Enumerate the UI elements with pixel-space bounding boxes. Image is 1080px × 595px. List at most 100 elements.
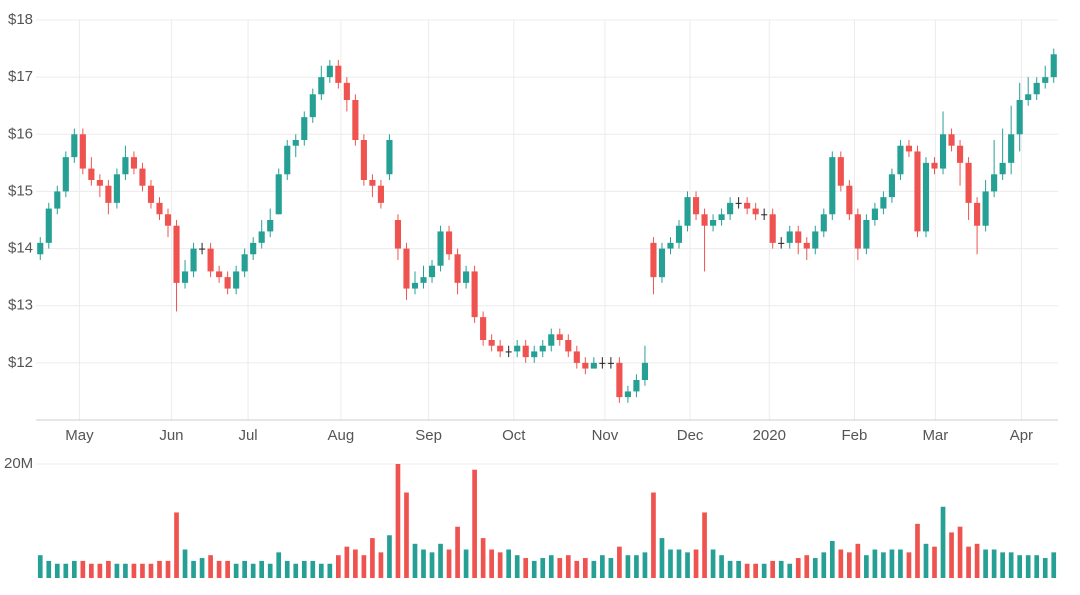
volume-bar xyxy=(719,555,724,578)
candle-body xyxy=(641,362,649,380)
volume-bar xyxy=(915,523,920,578)
volume-bar xyxy=(787,563,793,578)
volume-bar xyxy=(702,512,707,578)
candle-body xyxy=(505,351,512,353)
candle-body xyxy=(130,157,138,169)
volume-bar xyxy=(131,563,137,578)
candle-body xyxy=(190,248,197,272)
candle-body xyxy=(1050,54,1057,78)
volume-bar xyxy=(140,563,145,578)
candle-body xyxy=(79,134,86,169)
volume-bar xyxy=(80,560,86,578)
volume-bar xyxy=(97,563,103,578)
volume-bar xyxy=(974,543,980,578)
candle-body xyxy=(164,214,172,226)
volume-bar xyxy=(463,549,469,578)
candle-body xyxy=(386,140,393,175)
volume-bar xyxy=(864,555,869,578)
volume-bar xyxy=(267,563,273,578)
volume-bar xyxy=(89,563,94,578)
candle-body xyxy=(624,391,631,398)
volume-bar xyxy=(1042,558,1048,578)
volume-bar xyxy=(446,549,452,578)
candle-body xyxy=(514,345,521,352)
candle-body xyxy=(173,225,180,283)
volume-bar xyxy=(506,549,512,578)
candle-body xyxy=(258,231,265,243)
volume-bar xyxy=(949,532,954,578)
volume-bar xyxy=(387,535,392,578)
candle-body xyxy=(829,157,836,215)
candle-body xyxy=(974,202,981,226)
y-tick-label: 20M xyxy=(4,455,33,472)
volume-bar xyxy=(872,549,878,578)
candle-body xyxy=(181,271,189,283)
candle-body xyxy=(650,242,657,278)
candle-body xyxy=(71,134,78,158)
candle-body xyxy=(343,82,350,100)
volume-bar xyxy=(1008,552,1014,578)
volume-bar xyxy=(395,464,401,578)
volume-bar xyxy=(991,549,997,578)
candle-body xyxy=(377,185,384,203)
volume-bar xyxy=(898,549,903,578)
volume-bar xyxy=(208,555,213,578)
candle-body xyxy=(948,134,955,146)
candle-body xyxy=(675,225,683,243)
candle-body xyxy=(37,242,44,255)
volume-bar xyxy=(540,558,546,578)
volume-bar xyxy=(514,555,520,578)
candle-body xyxy=(454,254,461,283)
candle-body xyxy=(846,185,853,215)
candle-body xyxy=(88,168,95,180)
candle-body xyxy=(607,362,614,364)
volume-bar xyxy=(242,560,248,578)
candle-body xyxy=(488,340,495,346)
candle-body xyxy=(1025,94,1032,100)
candle-body xyxy=(420,277,427,283)
candle-body xyxy=(326,65,333,78)
candle-body xyxy=(735,202,742,204)
volume-bar xyxy=(429,552,435,578)
candle-body xyxy=(1033,82,1040,95)
volume-bar xyxy=(600,555,605,578)
volume-bar xyxy=(753,563,759,578)
volume-bar xyxy=(63,563,69,578)
volume-bar xyxy=(489,549,494,578)
volume-bar xyxy=(846,552,852,578)
candle-body xyxy=(54,191,61,209)
volume-bar xyxy=(812,558,818,578)
candle-body xyxy=(701,214,708,226)
candle-body xyxy=(871,208,878,220)
candle-body xyxy=(539,345,546,352)
candle-body xyxy=(284,145,291,175)
x-tick-label: Feb xyxy=(842,427,868,444)
y-tick-label: $12 xyxy=(8,354,33,371)
x-tick-label: Oct xyxy=(502,427,526,444)
candle-body xyxy=(914,151,921,232)
volume-bar xyxy=(472,469,477,578)
volume-bar xyxy=(582,558,588,578)
candle-body xyxy=(752,208,759,215)
x-tick-label: Mar xyxy=(922,427,948,444)
candle-body xyxy=(335,65,342,83)
volume-bar xyxy=(378,552,384,578)
volume-bar xyxy=(225,560,230,578)
candle-body xyxy=(616,362,623,398)
candle-body xyxy=(718,214,725,220)
y-tick-label: $14 xyxy=(8,240,33,257)
volume-bar xyxy=(335,555,341,578)
volume-bar xyxy=(301,560,307,578)
volume-bar xyxy=(531,560,537,578)
candle-body xyxy=(207,248,214,272)
candle-body xyxy=(156,202,163,215)
volume-bar xyxy=(565,555,571,578)
candle-body xyxy=(216,271,223,278)
volume-bar xyxy=(693,549,699,578)
candle-body xyxy=(403,248,410,289)
candle-body xyxy=(599,362,606,364)
volume-bar xyxy=(438,543,443,578)
volume-bar xyxy=(293,563,299,578)
volume-bar xyxy=(114,563,120,578)
candle-body xyxy=(863,220,870,249)
